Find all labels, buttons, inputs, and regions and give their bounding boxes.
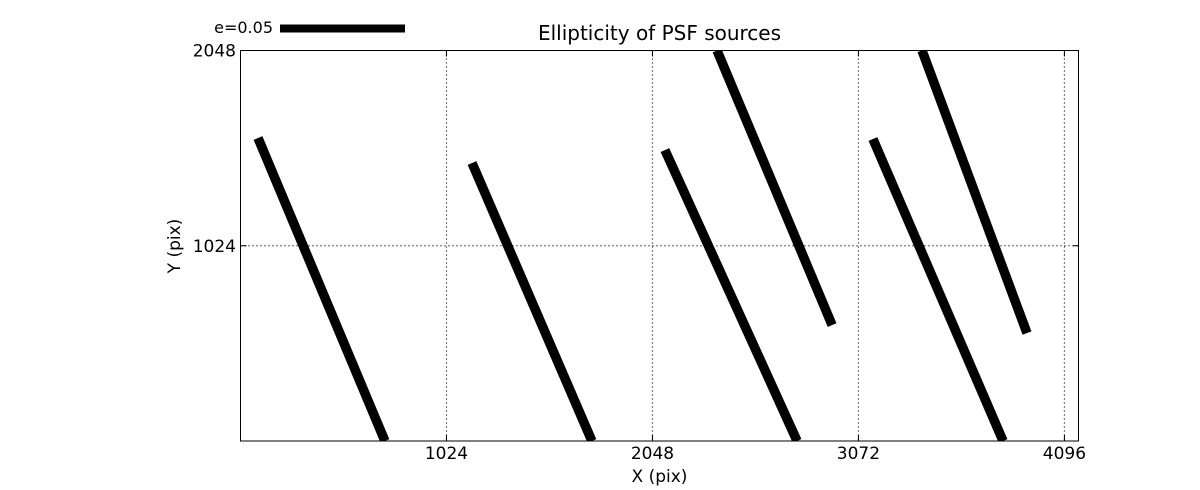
legend-label: e=0.05 bbox=[214, 18, 273, 37]
ellipticity-whisker bbox=[467, 161, 597, 441]
tick-marks bbox=[240, 50, 1079, 441]
tick-labels: 1024 2048 3072 4096 1024 2048 bbox=[193, 42, 1086, 465]
ellipticity-whisker bbox=[253, 136, 390, 441]
x-tick-label: 4096 bbox=[1043, 444, 1086, 464]
y-axis-label: Y (pix) bbox=[165, 219, 185, 275]
x-axis-label: X (pix) bbox=[632, 467, 688, 487]
whisker-segments bbox=[253, 50, 1032, 441]
chart-title: Ellipticity of PSF sources bbox=[538, 21, 781, 45]
y-tick-label: 1024 bbox=[193, 237, 236, 257]
x-tick-label: 1024 bbox=[425, 444, 468, 464]
gridlines bbox=[240, 50, 1079, 441]
ellipticity-whisker bbox=[712, 50, 837, 327]
ellipticity-whisker bbox=[660, 148, 802, 441]
ellipticity-whisker bbox=[868, 137, 1008, 441]
legend-scale-bar bbox=[280, 24, 405, 33]
ellipticity-whisker bbox=[917, 50, 1032, 335]
x-tick-label: 3072 bbox=[837, 444, 880, 464]
x-tick-label: 2048 bbox=[631, 444, 674, 464]
y-tick-label: 2048 bbox=[193, 42, 236, 62]
